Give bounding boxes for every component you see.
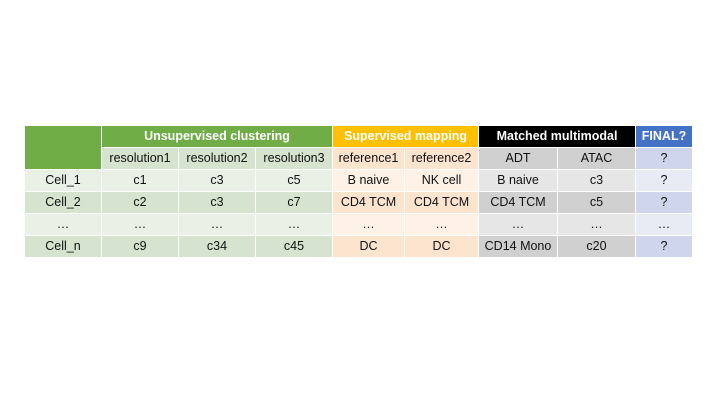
- column-header-resolution1: resolution1: [102, 148, 178, 169]
- group-header-supervised: Supervised mapping: [333, 126, 478, 147]
- cell-reference1: B naive: [333, 170, 404, 191]
- cell-resolution2: c3: [179, 170, 255, 191]
- cell-atac: c3: [558, 170, 635, 191]
- cell-final: ?: [636, 192, 692, 213]
- annotation-table: Unsupervised clustering Supervised mappi…: [25, 126, 692, 258]
- cell-final: ?: [636, 236, 692, 257]
- cell-resolution1: c2: [102, 192, 178, 213]
- row-label: Cell_n: [25, 236, 101, 257]
- cell-final: …: [636, 214, 692, 235]
- column-header-resolution2: resolution2: [179, 148, 255, 169]
- table-row: Cell_2 c2 c3 c7 CD4 TCM CD4 TCM CD4 TCM …: [25, 192, 692, 213]
- cell-resolution3: c7: [256, 192, 332, 213]
- cell-resolution1: …: [102, 214, 178, 235]
- group-header-multimodal: Matched multimodal: [479, 126, 635, 147]
- group-header-row: Unsupervised clustering Supervised mappi…: [102, 126, 692, 147]
- table-row: … … … … … … … … …: [25, 214, 692, 235]
- table-header: Unsupervised clustering Supervised mappi…: [25, 126, 692, 170]
- header-corner: [25, 126, 101, 169]
- cell-reference2: NK cell: [405, 170, 478, 191]
- column-header-resolution3: resolution3: [256, 148, 332, 169]
- cell-resolution1: c9: [102, 236, 178, 257]
- cell-resolution3: c45: [256, 236, 332, 257]
- cell-reference1: DC: [333, 236, 404, 257]
- column-header-reference1: reference1: [333, 148, 404, 169]
- group-header-final: FINAL?: [636, 126, 692, 147]
- row-label: Cell_2: [25, 192, 101, 213]
- cell-final: ?: [636, 170, 692, 191]
- table-row: Cell_n c9 c34 c45 DC DC CD14 Mono c20 ?: [25, 236, 692, 257]
- cell-reference1: CD4 TCM: [333, 192, 404, 213]
- column-header-row: resolution1 resolution2 resolution3 refe…: [102, 148, 692, 169]
- row-label: …: [25, 214, 101, 235]
- group-header-unsupervised: Unsupervised clustering: [102, 126, 332, 147]
- cell-resolution3: c5: [256, 170, 332, 191]
- cell-atac: c5: [558, 192, 635, 213]
- table-row: Cell_1 c1 c3 c5 B naive NK cell B naive …: [25, 170, 692, 191]
- column-header-reference2: reference2: [405, 148, 478, 169]
- column-header-adt: ADT: [479, 148, 557, 169]
- cell-atac: c20: [558, 236, 635, 257]
- column-header-atac: ATAC: [558, 148, 635, 169]
- cell-adt: …: [479, 214, 557, 235]
- cell-reference2: …: [405, 214, 478, 235]
- cell-resolution2: …: [179, 214, 255, 235]
- row-label: Cell_1: [25, 170, 101, 191]
- header-right: Unsupervised clustering Supervised mappi…: [102, 126, 692, 170]
- cell-reference2: DC: [405, 236, 478, 257]
- cell-resolution2: c3: [179, 192, 255, 213]
- column-header-final: ?: [636, 148, 692, 169]
- cell-adt: CD4 TCM: [479, 192, 557, 213]
- cell-reference2: CD4 TCM: [405, 192, 478, 213]
- cell-adt: CD14 Mono: [479, 236, 557, 257]
- cell-resolution1: c1: [102, 170, 178, 191]
- cell-adt: B naive: [479, 170, 557, 191]
- cell-reference1: …: [333, 214, 404, 235]
- cell-resolution3: …: [256, 214, 332, 235]
- cell-atac: …: [558, 214, 635, 235]
- cell-resolution2: c34: [179, 236, 255, 257]
